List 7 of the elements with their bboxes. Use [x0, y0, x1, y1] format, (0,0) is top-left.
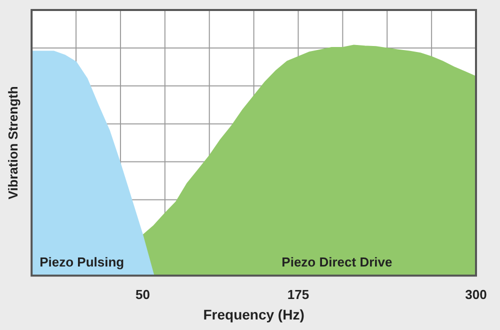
series-label: Piezo Direct Drive [282, 254, 392, 270]
x-tick-label: 300 [465, 286, 487, 302]
x-axis-title: Frequency (Hz) [203, 306, 304, 322]
series-label: Piezo Pulsing [40, 254, 124, 270]
x-tick-label: 50 [135, 286, 150, 302]
x-tick-label: 175 [287, 286, 310, 302]
y-axis-title: Vibration Strength [5, 86, 20, 200]
